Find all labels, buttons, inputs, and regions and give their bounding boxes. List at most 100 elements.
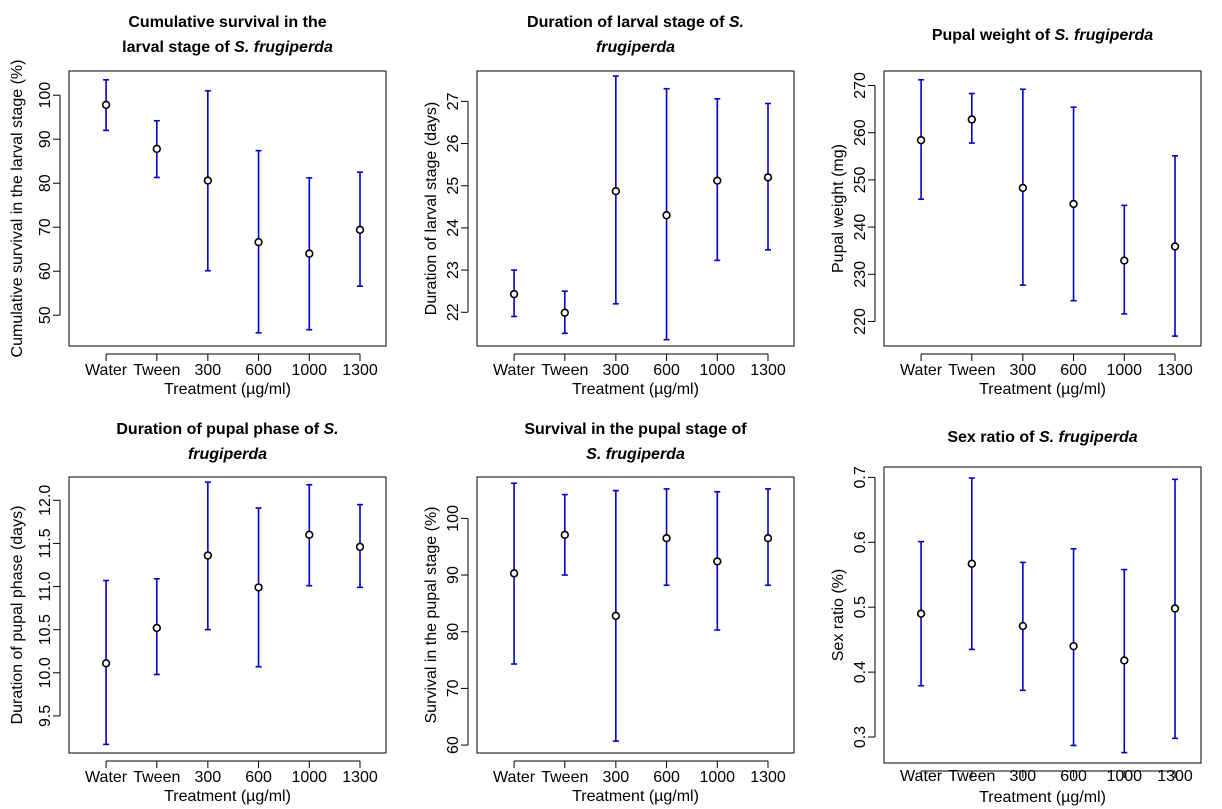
x-tick-label: 300 [602,362,629,379]
x-axis-label: Treatment (µg/ml) [164,788,291,805]
mean-point [560,308,570,317]
chart-title: larval stage of S. frugiperda [122,39,333,56]
mean-point [1018,183,1028,193]
mean-point [967,559,977,568]
mean-point [662,534,671,543]
mean-point [611,187,621,196]
mean-point [203,176,213,185]
mean-point [1170,604,1180,613]
y-tick-label: 0.6 [852,531,869,553]
chart-panel-5: Survival in the pupal stage of S. frugipe… [423,421,795,805]
x-tick-label: Water [900,362,943,379]
mean-point [355,542,365,552]
y-axis-label: Cumulative survival in the larval stage … [9,60,26,358]
chart-title: Cumulative survival in the [128,14,326,31]
mean-point [763,534,773,543]
x-tick-label: 300 [194,362,221,379]
x-axis-label: Treatment (µg/ml) [979,381,1106,398]
x-tick-label: 600 [1060,768,1087,785]
chart-title: Duration of larval stage of S. [527,14,744,31]
y-tick-label: 24 [445,219,462,237]
x-tick-label: Tween [948,768,995,785]
y-axis-label: Duration of pupal phase (days) [9,506,26,725]
chart-panel-3: Pupal weight of S. frugiperda 220 230 240 25… [830,27,1202,398]
mean-point [1170,242,1180,251]
y-tick-label: 100 [37,82,54,109]
y-tick-label: 60 [37,262,54,280]
y-tick-label: 220 [852,308,869,335]
mean-point [1069,199,1078,209]
x-tick-label: Tween [133,362,180,379]
mean-point [713,557,722,566]
x-tick-label: Tween [133,769,180,786]
chart-title: Duration of pupal phase of S. [116,421,338,438]
chart-title: Sex ratio of S. frugiperda [947,429,1137,446]
x-tick-label: Water [85,769,128,786]
x-tick-label: 1000 [699,769,735,786]
y-tick-label: 240 [852,214,869,241]
x-tick-label: 600 [1060,362,1087,379]
y-tick-label: 270 [852,72,869,99]
mean-point [509,289,519,299]
y-tick-label: 70 [37,218,54,236]
x-tick-label: 1000 [699,362,735,379]
y-tick-label: 80 [445,623,462,641]
x-axis-label: Treatment (µg/ml) [979,789,1106,806]
y-tick-label: 9.5 [37,705,54,727]
plot-frame [476,476,795,754]
chart-title: Pupal weight of S. frugiperda [932,27,1153,44]
mean-point [611,611,621,621]
x-tick-label: 300 [602,769,629,786]
y-axis-label: Duration of larval stage (days) [423,102,440,315]
mean-point [662,211,671,220]
x-tick-label: 600 [653,769,680,786]
x-tick-label: 300 [1009,768,1036,785]
y-tick-label: 50 [37,306,54,324]
x-tick-label: Tween [948,362,995,379]
mean-point [967,115,977,124]
y-axis-label: Survival in the pupal stage (%) [423,507,440,724]
x-tick-label: 300 [1009,362,1036,379]
y-tick-label: 12.0 [37,485,54,516]
x-tick-label: Water [85,362,128,379]
mean-point [1069,641,1078,651]
x-tick-label: Tween [541,362,588,379]
y-tick-label: 22 [445,303,462,321]
x-tick-label: 1300 [750,362,786,379]
y-tick-label: 11.5 [37,528,54,558]
mean-point [1018,621,1028,631]
x-tick-label: 1300 [1157,768,1193,785]
plot-frame [883,466,1202,764]
mean-point [203,551,213,560]
plot-frame [68,70,387,347]
y-tick-label: 70 [445,679,462,697]
mean-point [101,659,111,668]
x-tick-label: 1000 [1106,362,1142,379]
mean-point [355,225,365,235]
mean-point [1120,256,1129,265]
x-tick-label: Water [493,769,536,786]
x-tick-label: 600 [653,362,680,379]
x-tick-label: Tween [541,769,588,786]
y-tick-label: 0.4 [852,661,869,683]
mean-point [509,569,519,578]
y-tick-label: 0.3 [852,726,869,748]
y-tick-label: 60 [445,736,462,754]
x-tick-label: 300 [194,769,221,786]
chart-title: frugiperda [596,39,675,56]
x-tick-label: 1000 [291,362,327,379]
mean-point [560,530,570,540]
y-tick-label: 10.0 [37,657,54,688]
mean-point [152,144,162,154]
y-tick-label: 0.7 [852,466,869,488]
y-tick-label: 100 [445,505,462,532]
y-tick-label: 260 [852,119,869,146]
x-tick-label: 1300 [1157,362,1193,379]
plot-frame [476,70,795,347]
mean-point [101,100,111,110]
y-axis-label: Pupal weight (mg) [830,144,847,273]
mean-point [254,237,263,247]
x-tick-label: 1300 [750,769,786,786]
chart-panel-6: Sex ratio of S. frugiperda 0.3 0.4 0.5 0.6 0.… [830,429,1202,806]
